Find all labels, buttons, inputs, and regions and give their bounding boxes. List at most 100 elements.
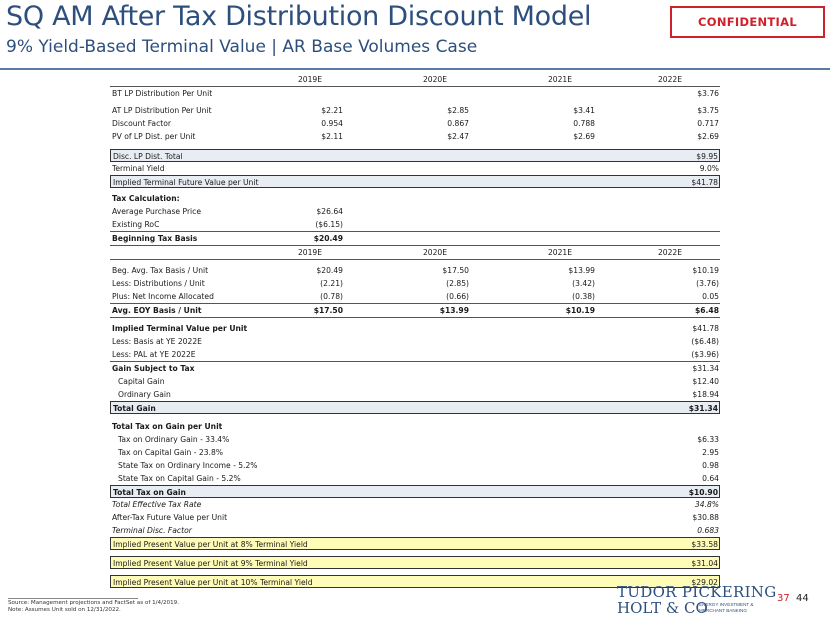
year-header-cell: 2019E <box>297 75 323 84</box>
confidential-badge: CONFIDENTIAL <box>670 6 825 38</box>
row-value: $2.85 <box>447 106 469 115</box>
logo-line-2: HOLT & CO ENERGY INVESTMENT & MERCHANT B… <box>617 600 767 616</box>
row-label: Capital Gain <box>118 377 165 386</box>
row-value: ($3.96) <box>691 350 719 359</box>
row-value: $31.34 <box>688 404 718 413</box>
row-value: 2.95 <box>702 448 719 457</box>
row-value: $2.69 <box>573 132 595 141</box>
table-row: Tax on Capital Gain - 23.8% 2.95 <box>110 446 720 459</box>
row-value: $18.94 <box>692 390 719 399</box>
row-label: AT LP Distribution Per Unit <box>112 106 212 115</box>
logo-line-1: TUDOR PICKERING <box>617 583 777 601</box>
table-row: Discount Factor 0.954 0.867 0.788 0.717 <box>110 117 720 130</box>
row-value: $12.40 <box>692 377 719 386</box>
year-header-cell: 2021E <box>547 75 573 84</box>
row-label: Less: PAL at YE 2022E <box>112 350 196 359</box>
table-row: Terminal Yield 9.0% <box>110 162 720 175</box>
table-row: Average Purchase Price $26.64 <box>110 205 720 218</box>
row-label: After-Tax Future Value per Unit <box>112 513 228 522</box>
row-label: Total Gain <box>113 404 156 413</box>
row-value: 0.05 <box>702 292 719 301</box>
row-value: $30.88 <box>692 513 719 522</box>
row-value: $41.78 <box>691 178 718 187</box>
company-logo: TUDOR PICKERING HOLT & CO ENERGY INVESTM… <box>617 583 777 620</box>
table-row: After-Tax Future Value per Unit $30.88 <box>110 511 720 524</box>
row-value: $20.49 <box>313 234 343 243</box>
row-label: Total Tax on Gain per Unit <box>112 422 223 431</box>
row-value: (0.66) <box>446 292 469 301</box>
row-label: Implied Terminal Value per Unit <box>112 324 248 333</box>
row-value: $10.90 <box>688 488 718 497</box>
table-row: State Tax on Capital Gain - 5.2% 0.64 <box>110 472 720 485</box>
row-value: $13.99 <box>439 306 469 315</box>
row-label: Tax Calculation: <box>112 194 180 203</box>
row-value: $6.33 <box>697 435 719 444</box>
row-label: Ordinary Gain <box>118 390 171 399</box>
row-value: (2.21) <box>320 279 343 288</box>
row-value: 9.0% <box>699 164 719 173</box>
row-label: Less: Distributions / Unit <box>112 279 205 288</box>
row-value: 0.98 <box>702 461 719 470</box>
year-header-row: 2019E 2020E 2021E 2022E <box>110 73 720 87</box>
table-row: Total Gain $31.34 <box>110 401 720 414</box>
row-value: $6.48 <box>694 306 719 315</box>
row-value: 0.64 <box>702 474 719 483</box>
table-row: AT LP Distribution Per Unit $2.21 $2.85 … <box>110 104 720 117</box>
table-row: Implied Terminal Future Value per Unit $… <box>110 175 720 188</box>
table-row: Disc. LP Dist. Total $9.95 <box>110 149 720 162</box>
row-value: 34.8% <box>694 500 719 509</box>
page-subtitle: 9% Yield-Based Terminal Value | AR Base … <box>6 37 478 57</box>
table-row: Ordinary Gain $18.94 <box>110 388 720 401</box>
table-row: Less: Basis at YE 2022E ($6.48) <box>110 335 720 348</box>
table-row: BT LP Distribution Per Unit $3.76 <box>110 87 720 100</box>
table-row: Avg. EOY Basis / Unit $17.50 $13.99 $10.… <box>110 303 720 318</box>
table-row: Beginning Tax Basis $20.49 <box>110 231 720 246</box>
year-header-cell: 2021E <box>547 248 573 257</box>
row-value: $10.19 <box>565 306 595 315</box>
row-label: Implied Terminal Future Value per Unit <box>113 178 259 187</box>
row-value: $41.78 <box>692 324 719 333</box>
row-value: $2.11 <box>321 132 343 141</box>
row-value: (3.76) <box>696 279 719 288</box>
row-value: $17.50 <box>442 266 469 275</box>
row-value: $33.58 <box>691 540 718 549</box>
row-label: Terminal Yield <box>112 164 165 173</box>
row-label: BT LP Distribution Per Unit <box>112 89 213 98</box>
year-header-cell: 2020E <box>422 75 448 84</box>
table-row: Beg. Avg. Tax Basis / Unit $20.49 $17.50… <box>110 264 720 277</box>
year-header-cell: 2019E <box>297 248 323 257</box>
row-label: Beg. Avg. Tax Basis / Unit <box>112 266 209 275</box>
table-row: Terminal Disc. Factor 0.683 <box>110 524 720 537</box>
row-label: Discount Factor <box>112 119 171 128</box>
table-row: State Tax on Ordinary Income - 5.2% 0.98 <box>110 459 720 472</box>
footnote-note: Note: Assumes Unit sold on 12/31/2022. <box>8 607 121 613</box>
table-row: Total Effective Tax Rate 34.8% <box>110 498 720 511</box>
row-label: Implied Present Value per Unit at 10% Te… <box>113 578 313 587</box>
row-value: $3.41 <box>573 106 595 115</box>
row-value: (0.38) <box>572 292 595 301</box>
title-rule <box>0 68 830 70</box>
year-header-cell: 2022E <box>657 248 683 257</box>
table-row: Less: PAL at YE 2022E ($3.96) <box>110 348 720 361</box>
row-label: State Tax on Ordinary Income - 5.2% <box>118 461 258 470</box>
row-value: $29.02 <box>691 578 718 587</box>
table-row: PV of LP Dist. per Unit $2.11 $2.47 $2.6… <box>110 130 720 143</box>
logo-tagline-1: ENERGY INVESTMENT & <box>699 602 754 607</box>
row-value: (2.85) <box>446 279 469 288</box>
row-value: $31.34 <box>692 364 719 373</box>
row-value: $17.50 <box>313 306 343 315</box>
logo-tagline-2: MERCHANT BANKING <box>699 607 747 613</box>
row-label: Implied Present Value per Unit at 9% Ter… <box>113 559 308 568</box>
logo-tagline: ENERGY INVESTMENT & MERCHANT BANKING <box>699 602 753 613</box>
row-value: $3.76 <box>697 89 719 98</box>
row-value: (0.78) <box>320 292 343 301</box>
row-label: Gain Subject to Tax <box>112 364 195 373</box>
section-heading: Tax Calculation: <box>110 192 720 205</box>
row-label: Less: Basis at YE 2022E <box>112 337 202 346</box>
implied-value-row: Implied Present Value per Unit at 8% Ter… <box>110 537 720 550</box>
row-label: Implied Present Value per Unit at 8% Ter… <box>113 540 308 549</box>
dcf-table: 2019E 2020E 2021E 2022E BT LP Distributi… <box>110 73 720 588</box>
row-label: Plus: Net Income Allocated <box>112 292 214 301</box>
section-heading: Total Tax on Gain per Unit <box>110 420 720 433</box>
page-title: SQ AM After Tax Distribution Discount Mo… <box>6 1 592 32</box>
